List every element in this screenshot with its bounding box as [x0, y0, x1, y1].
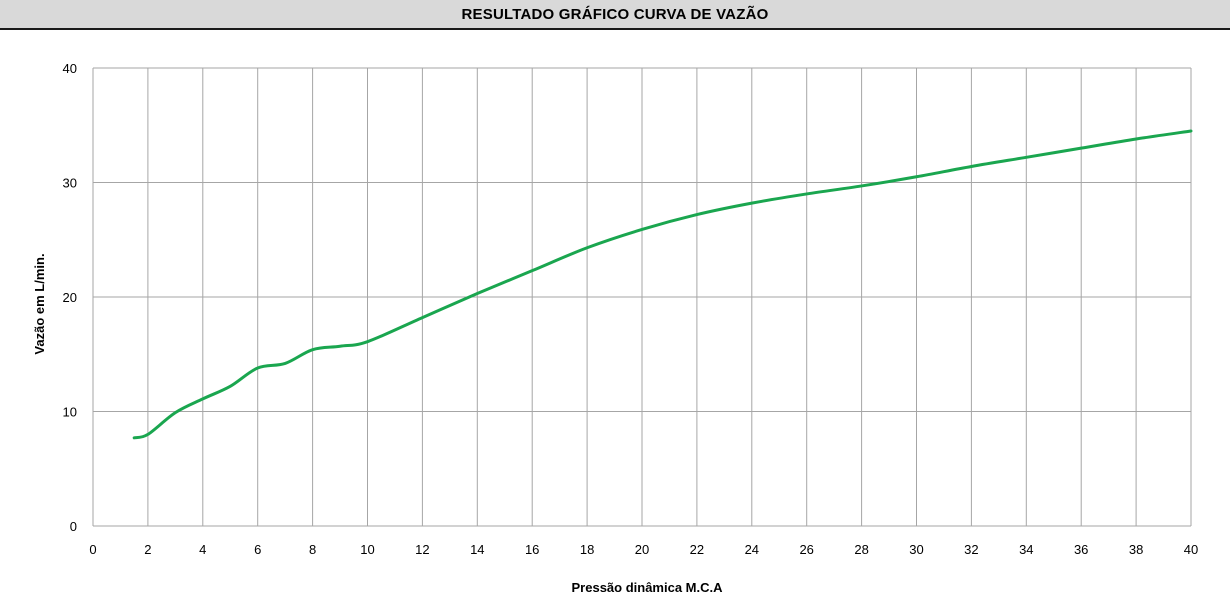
x-tick-label: 10: [360, 542, 374, 557]
y-tick-label: 40: [63, 61, 77, 76]
series-layer: [132, 129, 1193, 440]
x-tick-label: 36: [1074, 542, 1088, 557]
y-axis-title: Vazão em L/min.: [32, 253, 47, 354]
grid-lines: [92, 67, 1192, 527]
series-line: [132, 129, 1193, 440]
x-tick-label: 2: [144, 542, 151, 557]
x-tick-label: 24: [745, 542, 759, 557]
x-tick-label: 28: [854, 542, 868, 557]
x-axis-title: Pressão dinâmica M.C.A: [572, 580, 724, 595]
y-tick-label: 0: [70, 519, 77, 534]
x-tick-label: 14: [470, 542, 484, 557]
x-tick-label: 12: [415, 542, 429, 557]
x-tick-label: 38: [1129, 542, 1143, 557]
chart-title: RESULTADO GRÁFICO CURVA DE VAZÃO: [461, 5, 769, 23]
chart-title-bar: RESULTADO GRÁFICO CURVA DE VAZÃO: [0, 0, 1230, 30]
x-tick-label: 6: [254, 542, 261, 557]
x-tick-label: 40: [1184, 542, 1198, 557]
x-tick-label: 4: [199, 542, 206, 557]
x-tick-label: 18: [580, 542, 594, 557]
x-tick-label: 16: [525, 542, 539, 557]
x-tick-label: 30: [909, 542, 923, 557]
x-tick-label: 26: [799, 542, 813, 557]
y-tick-label: 20: [63, 290, 77, 305]
x-tick-label: 34: [1019, 542, 1033, 557]
x-tick-label: 8: [309, 542, 316, 557]
x-tick-label: 20: [635, 542, 649, 557]
tick-labels: 0 2 4 6 8 10 12 14 16 18 20 22 24 26 28 30 32 34 36 38 40010…: [63, 61, 1199, 557]
y-tick-label: 10: [63, 405, 77, 420]
x-tick-label: 32: [964, 542, 978, 557]
x-tick-label: 0: [89, 542, 96, 557]
y-tick-label: 30: [63, 176, 77, 191]
x-tick-label: 22: [690, 542, 704, 557]
